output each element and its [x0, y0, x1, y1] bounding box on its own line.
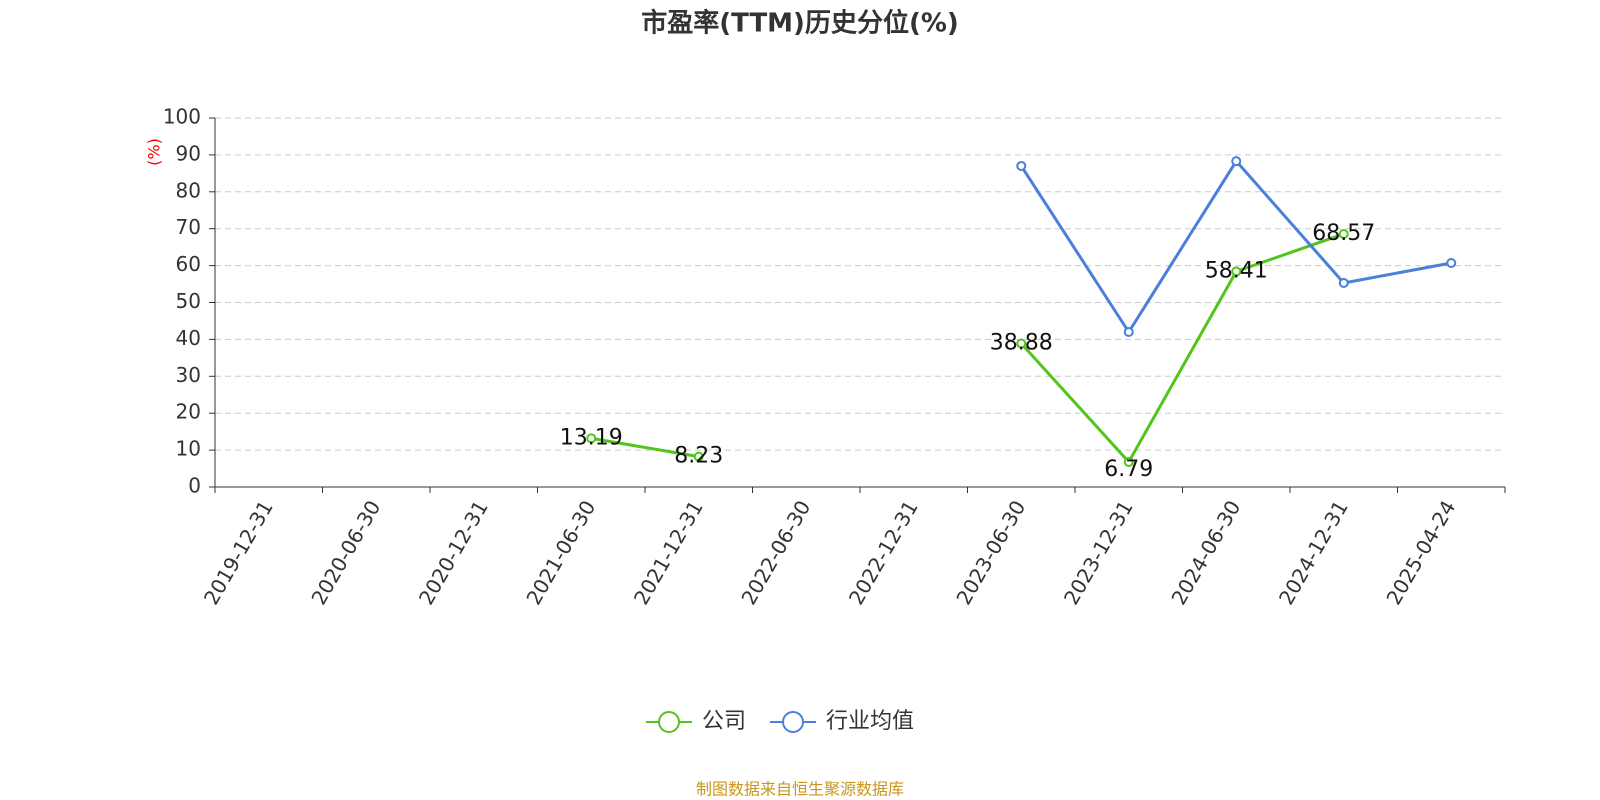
- x-tick-label: 2019-12-31: [199, 496, 278, 609]
- source-note: 制图数据来自恒生聚源数据库: [696, 780, 904, 799]
- x-tick-label: 2020-12-31: [414, 496, 493, 609]
- point: [1231, 266, 1242, 277]
- series-line: [1019, 158, 1452, 335]
- point: [1338, 277, 1349, 288]
- legend-marker: [782, 711, 805, 733]
- point: [1123, 456, 1134, 467]
- point: [1016, 338, 1027, 349]
- x-tick-label: 2024-12-31: [1274, 496, 1353, 609]
- x-tick-label: 2023-06-30: [951, 496, 1030, 609]
- x-tick-label: 2023-12-31: [1059, 496, 1138, 609]
- legend-label: 公司: [702, 709, 746, 734]
- x-tick-label: 2022-12-31: [844, 496, 923, 609]
- y-tick-label: 20: [176, 400, 201, 424]
- y-tick-label: 100: [163, 105, 201, 129]
- point: [1016, 160, 1027, 171]
- y-tick-label: 50: [176, 289, 201, 313]
- y-tick-label: 60: [176, 252, 201, 276]
- x-tick-label: 2021-12-31: [629, 496, 708, 609]
- series-line: [590, 232, 1345, 465]
- point: [586, 433, 597, 444]
- chart-title: 市盈率(TTM)历史分位(%): [641, 8, 959, 39]
- data-label: 8.23: [674, 444, 723, 469]
- point: [1231, 156, 1242, 167]
- y-tick-label: 70: [176, 215, 201, 239]
- point: [693, 451, 704, 462]
- x-tick-label: 2021-06-30: [521, 496, 600, 609]
- point: [1123, 327, 1134, 338]
- y-tick-label: 90: [176, 141, 201, 165]
- data-label: 13.19: [560, 425, 623, 450]
- data-label: 68.57: [1312, 221, 1375, 246]
- x-tick-label: 2024-06-30: [1166, 496, 1245, 609]
- data-label: 6.79: [1104, 457, 1153, 482]
- y-tick-label: 30: [176, 363, 201, 387]
- y-tick-label: 40: [176, 326, 201, 350]
- legend-label: 行业均值: [826, 709, 914, 734]
- y-tick-label: 10: [176, 437, 201, 461]
- point: [1446, 258, 1457, 269]
- x-tick-label: 2025-04-24: [1381, 496, 1460, 609]
- data-label: 38.88: [990, 331, 1053, 356]
- x-tick-label: 2020-06-30: [306, 496, 385, 609]
- y-axis-label: (%): [145, 138, 164, 166]
- point: [1338, 228, 1349, 239]
- y-tick-label: 0: [188, 474, 201, 498]
- data-label: 58.41: [1205, 258, 1268, 283]
- legend-marker: [658, 711, 680, 733]
- y-tick-label: 80: [176, 178, 201, 202]
- x-tick-label: 2022-06-30: [736, 496, 815, 609]
